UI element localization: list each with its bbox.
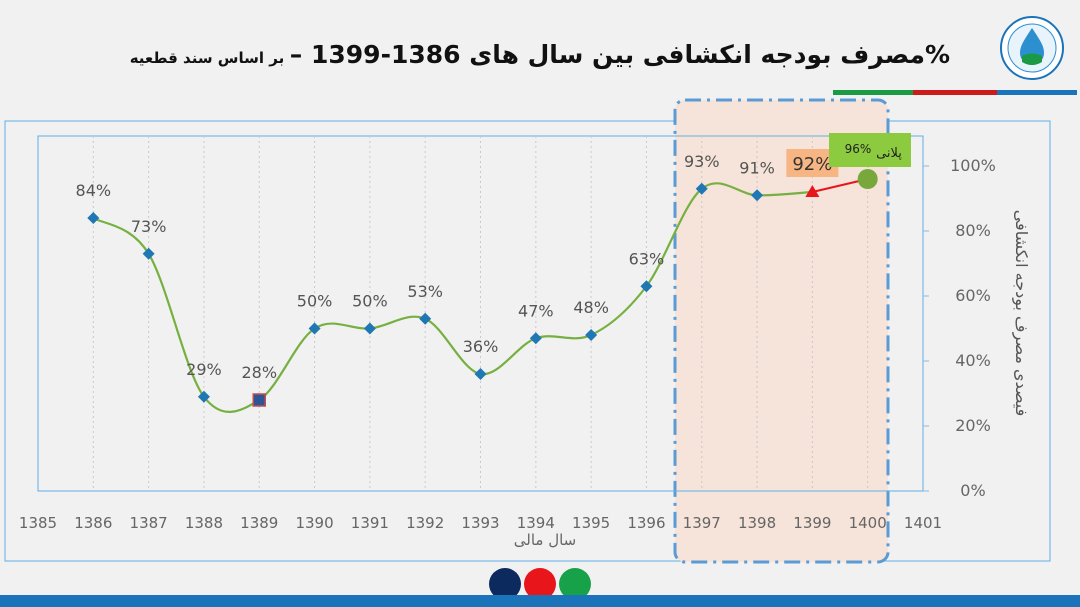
x-tick-label: 1388 — [185, 514, 223, 532]
data-point — [585, 329, 598, 341]
data-point — [142, 247, 155, 260]
data-label: 84% — [76, 181, 112, 200]
x-axis-label: سال مالی — [514, 531, 576, 549]
x-tick-label: 1396 — [627, 514, 665, 532]
data-point — [363, 322, 376, 335]
x-tick-label: 1401 — [904, 514, 942, 532]
chart-frame — [4, 120, 1051, 562]
data-point — [640, 280, 653, 293]
x-tick-label: 1397 — [683, 514, 721, 532]
x-tick-label: 1390 — [295, 514, 333, 532]
page-title: %مصرف بودجه انکشافی بین سال های 1386-139… — [80, 40, 950, 69]
x-tick-label: 1385 — [19, 514, 57, 532]
data-label: 92% — [792, 154, 832, 175]
data-label: 73% — [131, 217, 167, 236]
y-tick-label: 0% — [960, 481, 985, 500]
data-point — [197, 390, 210, 403]
planned-label-box — [829, 133, 911, 167]
data-label: 28% — [241, 363, 277, 382]
title-sub: بر اساس سند قطعیه — [129, 49, 285, 67]
data-point — [751, 189, 764, 202]
data-label: 29% — [186, 360, 222, 379]
data-point — [695, 182, 708, 195]
y-tick-label: 100% — [950, 156, 996, 175]
data-point — [474, 368, 487, 380]
x-tick-label: 1387 — [130, 514, 168, 532]
x-tick-label: 1394 — [517, 514, 555, 532]
data-point-planned — [857, 169, 878, 189]
footer-dot-red — [524, 568, 556, 600]
title-main: %مصرف بودجه انکشافی بین سال های 1386-139… — [289, 40, 950, 69]
data-label: 36% — [463, 337, 499, 356]
logo — [998, 12, 1066, 86]
data-point — [805, 185, 820, 197]
data-label: 48% — [573, 298, 609, 317]
data-label: 91% — [739, 158, 775, 177]
y-tick-label: 20% — [955, 416, 991, 435]
footer-dot-navy — [489, 568, 521, 600]
x-tick-label: 1393 — [461, 514, 499, 532]
highlight-region — [673, 98, 890, 564]
y-axis-label: فیصدی مصرف بودجه انکشافی — [1011, 210, 1031, 417]
data-point — [529, 332, 542, 345]
data-point — [252, 393, 266, 407]
x-tick-label: 1389 — [240, 514, 278, 532]
footer-bar — [0, 595, 1080, 607]
x-tick-label: 1391 — [351, 514, 389, 532]
stripe-blue — [997, 90, 1077, 95]
data-point — [87, 212, 100, 224]
data-label: 53% — [407, 282, 443, 301]
footer-dot-green — [559, 568, 591, 600]
x-tick-label: 1395 — [572, 514, 610, 532]
data-label: 63% — [629, 249, 665, 268]
data-label: 50% — [352, 292, 388, 311]
data-point — [419, 312, 432, 325]
data-label: 50% — [297, 292, 333, 311]
x-tick-label: 1399 — [793, 514, 831, 532]
data-label: 96% — [845, 142, 872, 156]
y-tick-label: 60% — [955, 286, 991, 305]
data-label: 93% — [684, 152, 720, 171]
stripe-green — [833, 90, 913, 95]
data-label: 47% — [518, 301, 554, 320]
x-tick-label: 1386 — [74, 514, 112, 532]
stripe-red — [913, 90, 997, 95]
y-tick-label: 80% — [955, 221, 991, 240]
x-tick-label: 1400 — [849, 514, 887, 532]
x-tick-label: 1392 — [406, 514, 444, 532]
water-drop-seal-icon — [1000, 16, 1064, 80]
x-tick-label: 1398 — [738, 514, 776, 532]
data-point — [308, 322, 321, 335]
y-tick-label: 40% — [955, 351, 991, 370]
planned-annotation: پلانی — [876, 146, 902, 161]
